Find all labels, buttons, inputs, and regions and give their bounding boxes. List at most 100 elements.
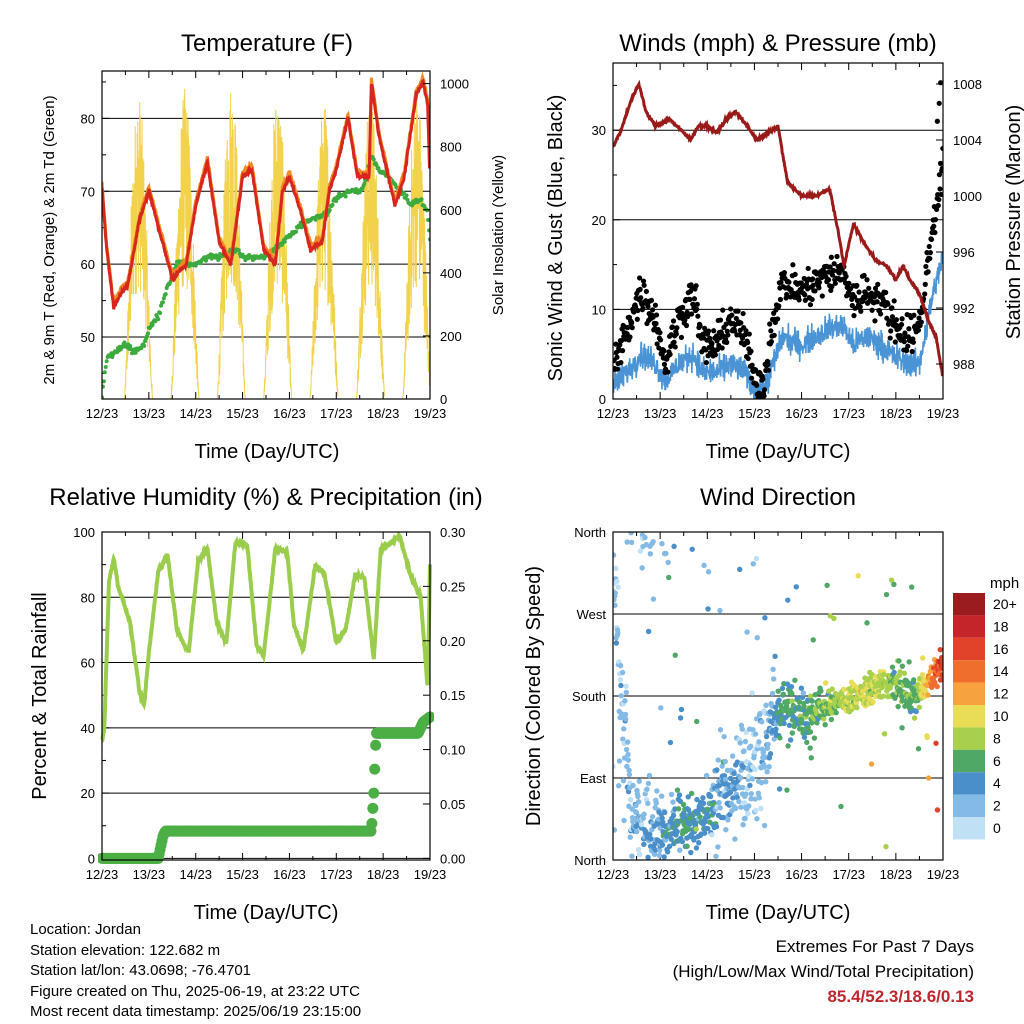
temp-xlabel: Time (Day/UTC) <box>195 441 340 463</box>
xtick-label: 19/23 <box>414 867 447 882</box>
direction-point <box>615 782 622 789</box>
dewpoint-point <box>145 331 150 336</box>
direction-point <box>719 763 725 769</box>
direction-point <box>623 716 629 722</box>
direction-point <box>781 720 787 727</box>
gust-point <box>672 344 678 350</box>
gust-point <box>687 296 693 303</box>
gust-point <box>875 281 881 287</box>
y2tick-label: 600 <box>440 203 462 218</box>
gust-point <box>816 279 823 285</box>
direction-point <box>636 799 642 805</box>
gust-point <box>614 354 620 360</box>
direction-point <box>789 730 796 736</box>
direction-point <box>780 691 786 697</box>
dewpoint-point <box>425 208 430 213</box>
station-info: Location: Jordan Station elevation: 122.… <box>30 920 361 1023</box>
gust-point <box>854 282 860 289</box>
direction-point <box>785 743 791 749</box>
gust-point <box>629 319 635 326</box>
gust-point <box>620 348 626 354</box>
gust-point <box>809 296 815 303</box>
direction-point <box>656 852 663 859</box>
direction-point <box>641 841 647 847</box>
gust-point <box>810 282 816 288</box>
gust-point <box>872 285 879 291</box>
gust-point <box>899 316 905 322</box>
direction-point <box>623 746 630 753</box>
direction-point <box>627 797 634 803</box>
gust-point <box>786 279 792 285</box>
direction-point <box>785 597 791 603</box>
gust-point <box>891 298 897 304</box>
gust-point <box>826 269 832 275</box>
gust-point <box>728 306 734 312</box>
ytick-label: 100 <box>73 525 95 540</box>
direction-point <box>937 646 943 653</box>
xtick-label: 15/23 <box>738 406 771 421</box>
direction-point <box>811 735 818 741</box>
gust-point <box>802 292 808 298</box>
direction-point <box>613 640 620 646</box>
dewpoint-point <box>150 322 155 327</box>
direction-point <box>686 826 692 832</box>
direction-point <box>762 615 768 621</box>
legend-swatch <box>953 772 985 795</box>
gust-point <box>939 165 943 172</box>
xtick-label: 18/23 <box>367 406 400 421</box>
direction-point <box>693 845 700 851</box>
gust-point <box>635 307 641 314</box>
direction-point <box>761 822 768 829</box>
gust-point <box>638 295 644 301</box>
gust-point <box>691 296 698 302</box>
xtick-label: 14/23 <box>691 406 724 421</box>
temp-2m-line <box>102 78 430 310</box>
gust-point <box>725 332 731 338</box>
gust-point <box>645 303 651 310</box>
direction-point <box>736 798 742 805</box>
direction-point <box>823 680 829 686</box>
xtick-label: 14/23 <box>179 867 212 882</box>
gust-point <box>816 285 822 291</box>
xtick-label: 15/23 <box>738 867 771 882</box>
gust-point <box>864 277 870 283</box>
xtick-label: 13/23 <box>133 406 166 421</box>
direction-point <box>829 686 835 692</box>
precip-point <box>370 739 382 751</box>
direction-point <box>901 670 908 677</box>
y2tick-label: 200 <box>440 329 462 344</box>
ytick-label: 80 <box>81 111 95 126</box>
temp-y2label: Solar Insolation (Yellow) <box>490 155 507 315</box>
extremes-values: 85.4/52.3/18.6/0.13 <box>827 987 974 1006</box>
gust-point <box>846 280 852 286</box>
legend-swatch <box>953 615 985 638</box>
direction-point <box>767 751 774 757</box>
direction-point <box>619 669 626 676</box>
gust-point <box>887 318 893 324</box>
direction-point <box>615 630 621 636</box>
dewpoint-point <box>404 193 409 198</box>
direction-point <box>892 695 898 701</box>
gust-point <box>807 302 814 308</box>
ytick-label: North <box>574 853 606 868</box>
direction-point <box>937 677 943 683</box>
direction-point <box>715 844 721 850</box>
direction-point <box>622 698 628 704</box>
temperature-chart: 50 60 70 80 12/23 13/23 14/23 15/23 16/23 17/23 18… <box>81 70 469 421</box>
dewpoint-point <box>168 279 173 284</box>
ytick-label: 20 <box>81 786 95 801</box>
gust-point <box>893 317 900 323</box>
direction-point <box>755 790 762 796</box>
gust-point <box>932 229 938 236</box>
gust-point <box>825 277 832 283</box>
dewpoint-point <box>161 296 166 301</box>
direction-point <box>658 705 664 711</box>
gust-point <box>810 276 816 282</box>
direction-point <box>705 569 712 575</box>
ytick-label: 0 <box>599 392 606 407</box>
direction-point <box>688 790 695 797</box>
precip-point <box>424 711 434 723</box>
direction-point <box>870 699 876 705</box>
direction-point <box>752 731 759 737</box>
direction-point <box>895 703 901 710</box>
